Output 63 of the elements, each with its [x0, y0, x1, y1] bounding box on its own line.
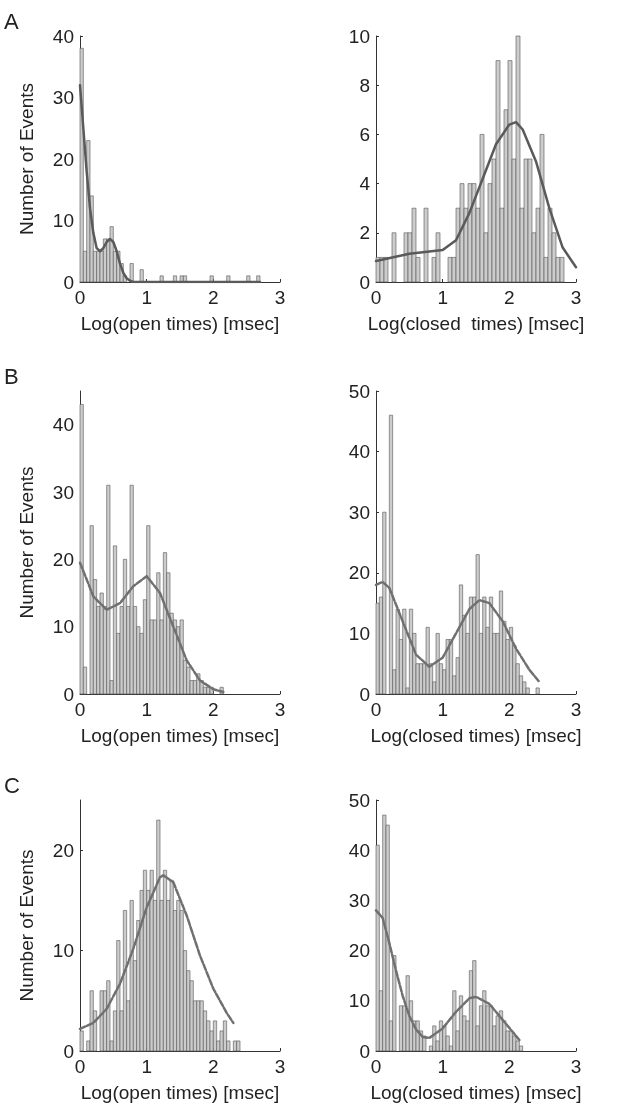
x-axis-title: Log(closed times) [msec]: [370, 1082, 582, 1103]
text: C: [4, 772, 20, 798]
y-tick-label: 2: [359, 222, 370, 244]
y-tick-label: 10: [52, 616, 74, 638]
y-tick-label: 20: [348, 940, 370, 962]
text: B: [4, 363, 19, 389]
y-tick-label: 20: [52, 148, 74, 170]
line-series: [78, 561, 225, 694]
y-tick-label: 10: [52, 940, 74, 962]
x-tick-label: 3: [570, 699, 582, 720]
y-tick-label: 0: [63, 1040, 74, 1062]
x-axis-title: Log(open times) [msec]: [80, 1082, 280, 1103]
y-tick-label: 0: [63, 683, 74, 705]
x-tick-label: 2: [504, 287, 515, 308]
x-tick-label: 1: [437, 287, 448, 308]
y-tick-label: 10: [348, 990, 370, 1012]
x-tick-label: 2: [504, 699, 515, 720]
y-tick-label: 8: [359, 74, 370, 96]
y-tick-label: 10: [348, 622, 370, 644]
x-tick-label: 3: [274, 287, 286, 308]
y-tick-label: 50: [348, 380, 370, 402]
x-tick-label: 1: [141, 287, 152, 308]
x-tick-label: 3: [570, 287, 582, 308]
x-axis-title: Log(closed times) [msec]: [370, 725, 582, 746]
x-axis-title: Log(open times) [msec]: [80, 313, 280, 334]
x-tick-label: 1: [141, 1056, 152, 1077]
y-tick-label: 0: [63, 271, 74, 293]
y-tick-label: 6: [359, 123, 370, 145]
y-tick-label: 0: [359, 1040, 370, 1062]
x-tick-label: 3: [274, 699, 286, 720]
line-series: [374, 580, 541, 684]
y-axis-title: Number of Events: [16, 466, 37, 619]
x-tick-label: 1: [437, 699, 448, 720]
x-tick-label: 2: [208, 287, 219, 308]
y-tick-label: 30: [52, 481, 74, 503]
y-tick-label: 10: [52, 210, 74, 231]
y-tick-label: 10: [348, 25, 370, 47]
y-tick-label: 0: [359, 271, 370, 293]
y-tick-label: 40: [52, 414, 74, 436]
y-tick-label: 40: [348, 441, 370, 463]
x-axis-title: Log(open times) [msec]: [80, 725, 280, 746]
y-tick-label: 40: [348, 839, 370, 861]
x-tick-label: 1: [437, 1056, 448, 1077]
y-tick-label: 50: [348, 789, 370, 811]
y-tick-label: 20: [52, 548, 74, 570]
y-tick-label: 20: [52, 839, 74, 861]
y-axis-title: Number of Events: [16, 82, 37, 236]
x-tick-label: 2: [208, 1056, 219, 1077]
x-tick-label: 3: [570, 1056, 582, 1077]
y-tick-label: 20: [348, 562, 370, 584]
y-tick-label: 30: [348, 889, 370, 911]
x-tick-label: 3: [274, 1056, 286, 1077]
x-tick-label: 1: [141, 699, 152, 720]
x-axis-title: Log(closed times) [msec]: [367, 313, 585, 334]
y-axis-title: Number of Events: [16, 849, 37, 1002]
y-tick-label: 30: [348, 501, 370, 523]
y-tick-label: 0: [359, 683, 370, 705]
y-tick-label: 30: [52, 87, 74, 108]
y-tick-label: 4: [359, 173, 371, 195]
text: A: [4, 8, 19, 34]
y-tick-label: 40: [52, 25, 74, 47]
x-tick-label: 2: [208, 699, 219, 720]
x-tick-label: 2: [504, 1056, 515, 1077]
